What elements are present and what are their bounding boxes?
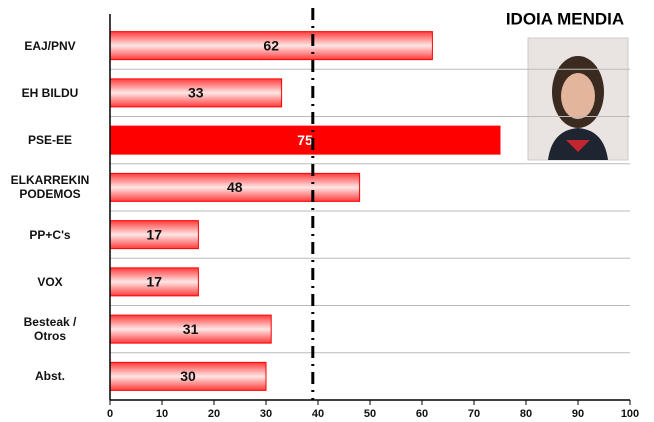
- value-label: 31: [183, 321, 199, 337]
- x-tick-label: 60: [416, 408, 428, 420]
- category-label: EH BILDU: [21, 85, 79, 100]
- bar: [109, 267, 199, 297]
- x-tick-label: 80: [520, 408, 532, 420]
- category-label: Besteak / Otros: [23, 315, 77, 344]
- value-label: 33: [188, 85, 204, 101]
- x-tick-label: 70: [468, 408, 480, 420]
- category-label: PP+C's: [29, 227, 71, 242]
- x-tick-label: 100: [621, 408, 639, 420]
- category-label: Abst.: [35, 369, 65, 384]
- bar: [109, 220, 199, 250]
- value-label: 17: [146, 274, 162, 290]
- category-label: EAJ/PNV: [24, 38, 76, 53]
- x-tick-label: 10: [156, 408, 168, 420]
- value-label: 62: [263, 37, 279, 53]
- bar: [109, 361, 267, 391]
- value-label: 75: [297, 132, 313, 148]
- value-label: 48: [227, 179, 243, 195]
- category-label: ELKARREKIN PODEMOS: [10, 173, 90, 202]
- x-tick-label: 40: [312, 408, 324, 420]
- x-tick-label: 50: [364, 408, 376, 420]
- bar: [109, 78, 283, 108]
- bar: [109, 125, 501, 155]
- chart-title: IDOIA MENDIA: [506, 9, 624, 28]
- x-tick-label: 90: [572, 408, 584, 420]
- bar: [109, 31, 433, 61]
- x-tick-label: 0: [107, 408, 113, 420]
- value-label: 30: [180, 368, 196, 384]
- category-label: PSE-EE: [27, 133, 72, 148]
- bar: [109, 314, 272, 344]
- category-label: VOX: [37, 274, 63, 289]
- x-tick-label: 30: [260, 408, 272, 420]
- photo: [527, 37, 629, 161]
- x-tick-label: 20: [208, 408, 220, 420]
- value-label: 17: [146, 226, 162, 242]
- bar: [109, 172, 361, 202]
